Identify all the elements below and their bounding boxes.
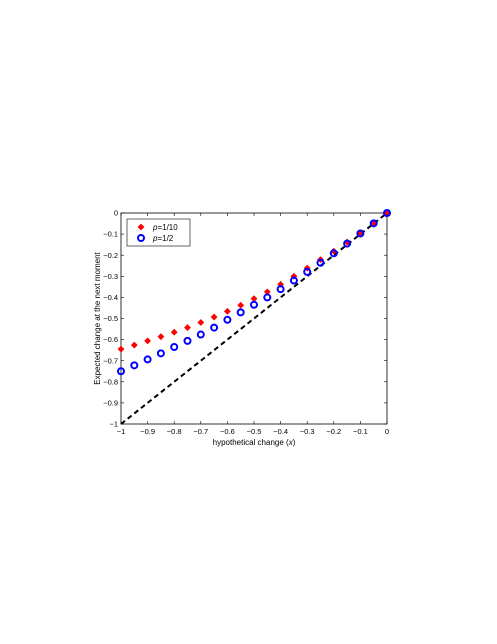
x-tick-label: −0.4 — [273, 427, 288, 436]
point-p-1-10 — [237, 301, 245, 309]
legend-label-value: =1/10 — [157, 223, 178, 232]
point-p-1-2 — [130, 361, 139, 370]
legend-label: p=1/10 — [152, 223, 178, 232]
point-p-1-2 — [316, 258, 325, 267]
x-axis-label-prefix: hypothetical change ( — [213, 438, 289, 447]
point-p-1-2 — [356, 229, 365, 238]
x-tick-label: −0.1 — [353, 427, 368, 436]
x-axis-label: hypothetical change (x) — [213, 438, 296, 447]
y-tick-label: 0 — [114, 209, 118, 218]
point-p-1-2 — [143, 355, 152, 364]
x-tick-label: −0.2 — [326, 427, 341, 436]
legend-label-variable: p — [152, 223, 158, 232]
y-tick-label: −0.5 — [103, 314, 118, 323]
y-tick-label: −0.1 — [103, 230, 118, 239]
y-tick-label: −0.9 — [103, 399, 118, 408]
legend-label: p=1/2 — [152, 234, 174, 243]
reference-line — [120, 212, 388, 425]
point-p-1-2 — [263, 293, 272, 302]
axes: −1 −0.9 −0.8 −0.7 −0.6 −0.5 −0.4 −0.3 −0.2 −0.1 0 0… — [103, 209, 389, 436]
point-p-1-2 — [329, 249, 338, 258]
point-p-1-2 — [156, 349, 165, 358]
y-tick-label: −0.2 — [103, 251, 118, 260]
y-tick-label: −0.3 — [103, 272, 118, 281]
point-p-1-2 — [117, 367, 125, 376]
point-p-1-10 — [223, 307, 231, 315]
y-axis-label: Expected change at the next moment — [93, 251, 102, 384]
y-tick-label: −0.8 — [103, 377, 118, 386]
x-tick-label: −0.5 — [247, 427, 262, 436]
point-p-1-2 — [303, 267, 312, 276]
x-axis-label-variable: x — [288, 438, 294, 447]
point-p-1-2 — [250, 300, 258, 309]
x-tick-label: −0.7 — [193, 427, 208, 436]
point-p-1-2 — [223, 315, 232, 324]
y-tick-label: −0.4 — [103, 293, 118, 302]
point-p-1-10 — [184, 324, 191, 331]
x-axis-label-suffix: ) — [293, 438, 296, 447]
y-tick-label: −1 — [109, 420, 118, 429]
point-p-1-2 — [383, 209, 391, 217]
legend-marker-p-1-2 — [137, 234, 145, 242]
y-tick-label: −0.7 — [103, 356, 118, 365]
point-p-1-10 — [197, 319, 205, 326]
point-p-1-10 — [210, 313, 218, 321]
x-tick-label: −0.6 — [220, 427, 235, 436]
legend: p=1/10p=1/2 — [126, 218, 191, 247]
x-tick-label: 0 — [385, 427, 389, 436]
point-p-1-10 — [157, 333, 165, 341]
point-p-1-2 — [289, 276, 298, 285]
point-p-1-2 — [343, 239, 352, 248]
point-p-1-10 — [117, 345, 125, 353]
legend-box — [126, 218, 191, 247]
point-p-1-2 — [170, 342, 179, 351]
point-p-1-2 — [236, 308, 245, 317]
legend-label-value: =1/2 — [157, 234, 173, 243]
point-p-1-10 — [170, 328, 178, 336]
point-p-1-10 — [250, 295, 258, 303]
point-p-1-2 — [183, 336, 192, 345]
legend-label-variable: p — [152, 234, 158, 243]
plot-data — [117, 209, 391, 425]
point-p-1-2 — [210, 323, 219, 332]
point-p-1-10 — [130, 341, 138, 349]
legend-marker-p-1-10 — [137, 223, 145, 231]
x-tick-label: −0.9 — [140, 427, 155, 436]
point-p-1-10 — [144, 337, 152, 345]
point-p-1-2 — [276, 285, 285, 294]
x-tick-label: −0.8 — [167, 427, 182, 436]
x-tick-label: −0.3 — [300, 427, 315, 436]
point-p-1-2 — [369, 219, 378, 228]
y-tick-label: −0.6 — [103, 335, 118, 344]
x-tick-label: −1 — [117, 427, 126, 436]
point-p-1-2 — [196, 330, 205, 339]
